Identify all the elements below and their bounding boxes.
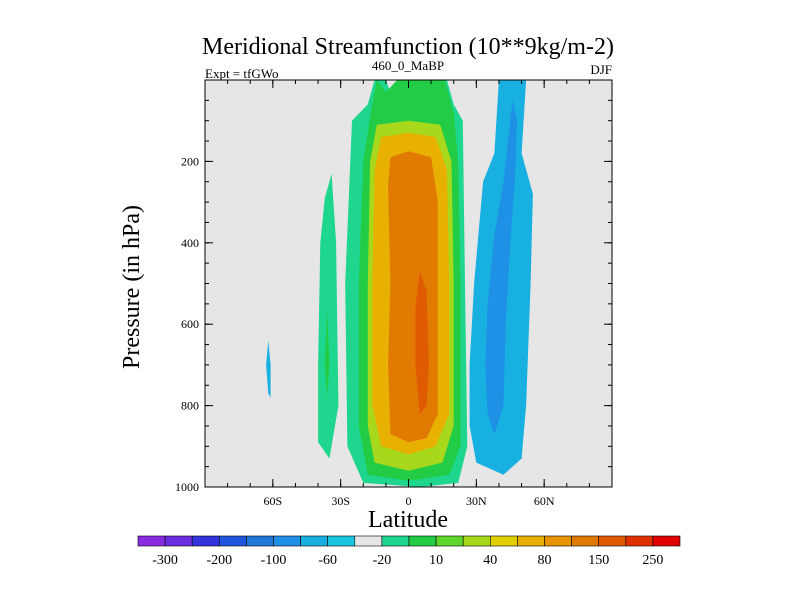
y-tick-label: 400 (181, 236, 199, 250)
colorbar-swatch (571, 535, 599, 547)
colorbar-swatch (652, 535, 681, 547)
period-label: 460_0_MaBP (372, 58, 444, 73)
colorbar-label: 40 (483, 553, 497, 568)
x-tick-label: 30N (466, 494, 487, 508)
contour-region-negative-minus-60 (485, 100, 517, 435)
contour-region-positive-300 (415, 271, 429, 414)
y-tick-label: 1000 (175, 480, 199, 494)
x-tick-label: 30S (331, 494, 350, 508)
colorbar-swatch (517, 535, 545, 547)
y-axis-label: Pressure (in hPa) (119, 205, 145, 369)
colorbar-swatch (137, 535, 166, 547)
colorbar-label: -300 (152, 553, 178, 568)
x-tick-label: 0 (406, 494, 412, 508)
y-tick-label: 800 (181, 399, 199, 413)
contour-region-positive-sh-40 (324, 307, 330, 398)
colorbar-swatch (273, 535, 301, 547)
colorbar-swatch (625, 535, 654, 547)
colorbar-swatch (435, 535, 464, 547)
contour-region-positive-sh-10 (318, 173, 339, 459)
x-tick-label: 60S (263, 494, 282, 508)
colorbar-swatch (354, 535, 383, 547)
contour-region-negative-sh-minus-20 (266, 340, 271, 398)
colorbar-label: 80 (538, 553, 552, 568)
expt-label: Expt = tfGWo (205, 66, 278, 81)
colorbar-label: -20 (373, 553, 392, 568)
colorbar-label: -200 (206, 553, 232, 568)
x-tick-label: 60N (534, 494, 555, 508)
colorbar-swatch (300, 535, 329, 547)
season-label: DJF (590, 62, 612, 77)
colorbar-swatch (544, 535, 572, 547)
colorbar-swatch (489, 535, 518, 547)
colorbar-swatch (327, 535, 356, 547)
colorbar-label: 150 (588, 553, 609, 568)
contour-region-positive-250 (388, 151, 438, 443)
colorbar-swatch (381, 535, 410, 547)
plot-area: 60S 30S 0 30N 60N 200 400 600 800 1000 (175, 79, 613, 508)
colorbar-label: -100 (261, 553, 287, 568)
colorbar-label: 10 (429, 553, 443, 568)
chart-title: Meridional Streamfunction (10**9kg/m-2) (202, 34, 614, 60)
colorbar-swatch (598, 535, 627, 547)
colorbar-swatch (164, 535, 193, 547)
colorbar-swatch (219, 535, 247, 547)
colorbar-label: -60 (318, 553, 337, 568)
colorbar-label: 250 (642, 553, 663, 568)
colorbar: -300 -200 -100 -60 -20 10 40 80 150 250 (137, 535, 681, 568)
colorbar-swatch (246, 535, 274, 547)
colorbar-swatch (408, 535, 437, 547)
y-tick-label: 600 (181, 317, 199, 331)
y-tick-label: 200 (181, 154, 199, 168)
colorbar-swatch (462, 535, 491, 547)
x-axis-label: Latitude (368, 507, 448, 533)
colorbar-swatch (191, 535, 220, 547)
